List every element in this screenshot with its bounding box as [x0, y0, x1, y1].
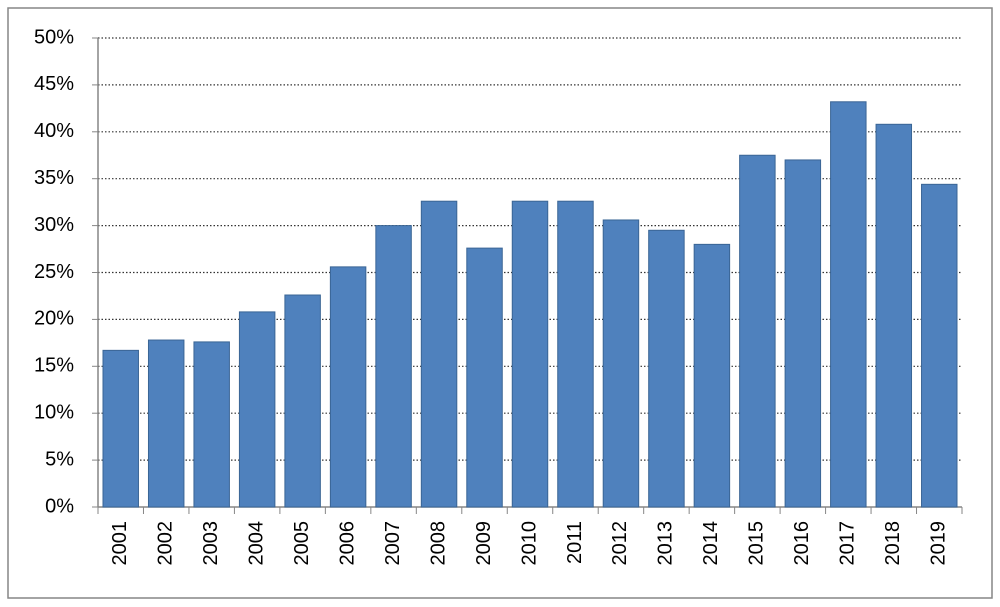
bar: [511, 200, 549, 508]
x-tick-label: 2013: [655, 521, 677, 566]
y-tick-label: 50%: [34, 26, 74, 48]
bar: [648, 229, 685, 508]
x-tick-label: 2005: [291, 521, 313, 566]
bar: [602, 219, 640, 508]
bar: [739, 154, 776, 508]
x-tick-label: 2018: [882, 521, 904, 566]
x-tick-label: 2017: [837, 521, 859, 566]
bar: [102, 349, 139, 508]
bar: [557, 200, 594, 508]
x-tick-label: 2007: [382, 521, 404, 566]
bar: [147, 339, 185, 508]
x-tick-label: 2001: [109, 521, 131, 566]
y-tick-label: 45%: [34, 73, 74, 95]
x-tick-label: 2003: [200, 521, 222, 566]
x-tick-label: 2011: [564, 521, 586, 564]
x-tick-label: 2008: [427, 521, 449, 566]
y-tick-label: 15%: [34, 355, 74, 377]
bar: [784, 159, 822, 508]
bar: [284, 294, 321, 508]
bar: [238, 311, 276, 508]
bar: [329, 266, 367, 508]
bar: [921, 183, 958, 508]
x-tick-label: 2016: [791, 521, 813, 566]
bar: [193, 341, 230, 508]
bar: [466, 247, 503, 508]
x-tick-label: 2002: [154, 521, 176, 566]
x-tick-label: 2004: [245, 521, 267, 566]
x-tick-label: 2006: [336, 521, 358, 566]
y-tick-label: 10%: [34, 401, 74, 423]
x-tick-label: 2019: [928, 521, 950, 566]
bar: [830, 101, 867, 508]
y-tick-label: 25%: [34, 261, 74, 283]
y-tick-label: 0%: [45, 495, 74, 517]
x-tick-label: 2009: [473, 521, 495, 566]
y-tick-label: 5%: [45, 448, 74, 470]
y-tick-label: 20%: [34, 308, 74, 330]
y-tick-label: 40%: [34, 120, 74, 142]
x-tick-label: 2012: [609, 521, 631, 566]
x-tick-label: 2014: [700, 521, 722, 566]
bar: [420, 200, 458, 508]
y-tick-label: 35%: [34, 167, 74, 189]
x-tick-label: 2015: [746, 521, 768, 566]
bar: [375, 225, 412, 508]
x-tick-label: 2010: [518, 521, 540, 566]
bar: [875, 123, 913, 508]
bar: [693, 243, 731, 508]
y-tick-label: 30%: [34, 214, 74, 236]
